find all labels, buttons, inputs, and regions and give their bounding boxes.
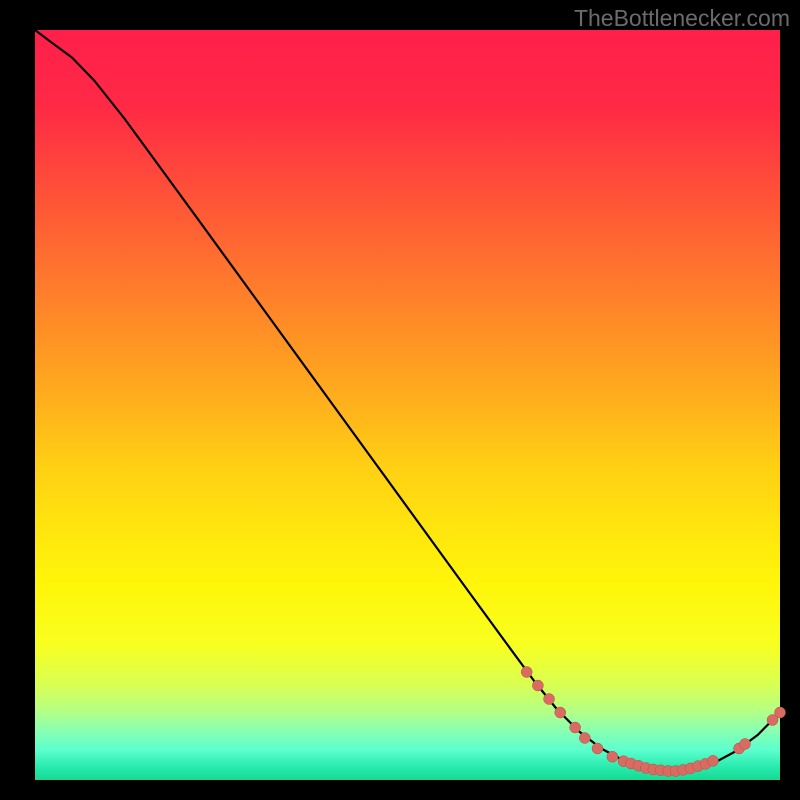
heat-gradient-background xyxy=(35,30,780,780)
chart-stage: TheBottlenecker.com xyxy=(0,0,800,800)
watermark-label: TheBottlenecker.com xyxy=(574,5,790,32)
